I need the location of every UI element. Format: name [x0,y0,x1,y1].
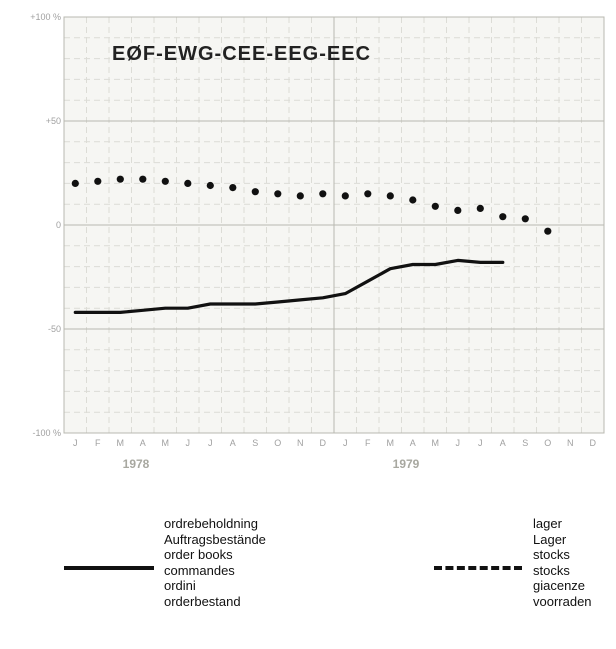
stocks-data-point [71,179,79,187]
stocks-data-point [139,175,147,183]
month-tick-label: F [365,438,371,448]
orders-label-1: Auftragsbestände [164,531,266,547]
stocks-data-point [386,192,394,200]
month-tick-label: J [478,438,483,448]
stocks-data-point [116,175,124,183]
month-tick-label: F [95,438,101,448]
month-tick-label: O [544,438,551,448]
plot-frame [63,16,605,434]
stocks-data-point [251,188,259,196]
month-tick-label: S [522,438,528,448]
month-tick-label: N [297,438,304,448]
month-tick-label: M [432,438,440,448]
month-tick-label: J [186,438,191,448]
orders-label-5: orderbestand [164,593,241,609]
stocks-legend-swatch [434,566,522,570]
month-tick-label: M [387,438,395,448]
orders-label-3: commandes [164,562,235,578]
orders-label-0: ordrebeholdning [164,516,258,531]
orders-legend: ordrebeholdning Auftragsbestände order b… [164,516,266,610]
y-tick-label: 0 [56,220,61,230]
orders-series-line [73,258,505,314]
major-grid [63,16,605,434]
stocks-data-point [274,190,282,198]
stocks-data-point [319,190,327,198]
y-tick-label: +50 [46,116,61,126]
month-tick-label: D [590,438,597,448]
stocks-label-5: voorraden [533,593,592,609]
y-tick-label: +100 % [30,12,61,22]
stocks-data-point [296,192,304,200]
y-tick-label: -100 % [32,428,61,438]
chart-title: EØF-EWG-CEE-EEG-EEC [112,43,371,65]
month-tick-label: A [140,438,146,448]
stocks-data-point [206,181,214,190]
stocks-data-point [476,204,484,212]
orders-label-4: ordini [164,578,196,594]
orders-label-2: order books [164,547,233,563]
stocks-data-point [544,227,552,235]
stocks-data-point [431,202,439,210]
stocks-legend: lager Lager stocks stocks giacenze voorr… [533,516,592,610]
stocks-data-point [161,177,169,185]
month-tick-label: D [320,438,327,448]
month-tick-label: A [500,438,506,448]
stocks-label-2: stocks [533,547,570,563]
stocks-data-point [521,215,529,223]
stocks-label-1: Lager [533,531,567,547]
orders-legend-swatch [64,566,154,570]
month-tick-label: A [410,438,416,448]
month-tick-label: N [567,438,574,448]
stocks-data-point [94,177,102,185]
stocks-label-3: stocks [533,562,570,578]
stocks-label-4: giacenze [533,578,586,594]
stocks-data-point [364,190,372,198]
stocks-data-point [184,179,192,187]
y-tick-label: -50 [48,324,61,334]
stocks-data-point [409,196,417,204]
stocks-data-point [229,184,237,192]
month-tick-label: J [456,438,461,448]
stocks-label-0: lager [533,516,562,531]
month-tick-label: S [252,438,258,448]
month-tick-label: J [208,438,213,448]
stocks-data-point [341,192,349,200]
month-tick-label: J [73,438,78,448]
stocks-data-point [499,213,507,221]
year-label: 1979 [393,457,420,471]
stocks-data-point [454,206,462,214]
month-tick-label: A [230,438,236,448]
month-tick-label: O [274,438,281,448]
month-tick-label: M [162,438,170,448]
month-tick-label: M [117,438,125,448]
month-tick-label: J [343,438,348,448]
year-label: 1978 [123,457,150,471]
